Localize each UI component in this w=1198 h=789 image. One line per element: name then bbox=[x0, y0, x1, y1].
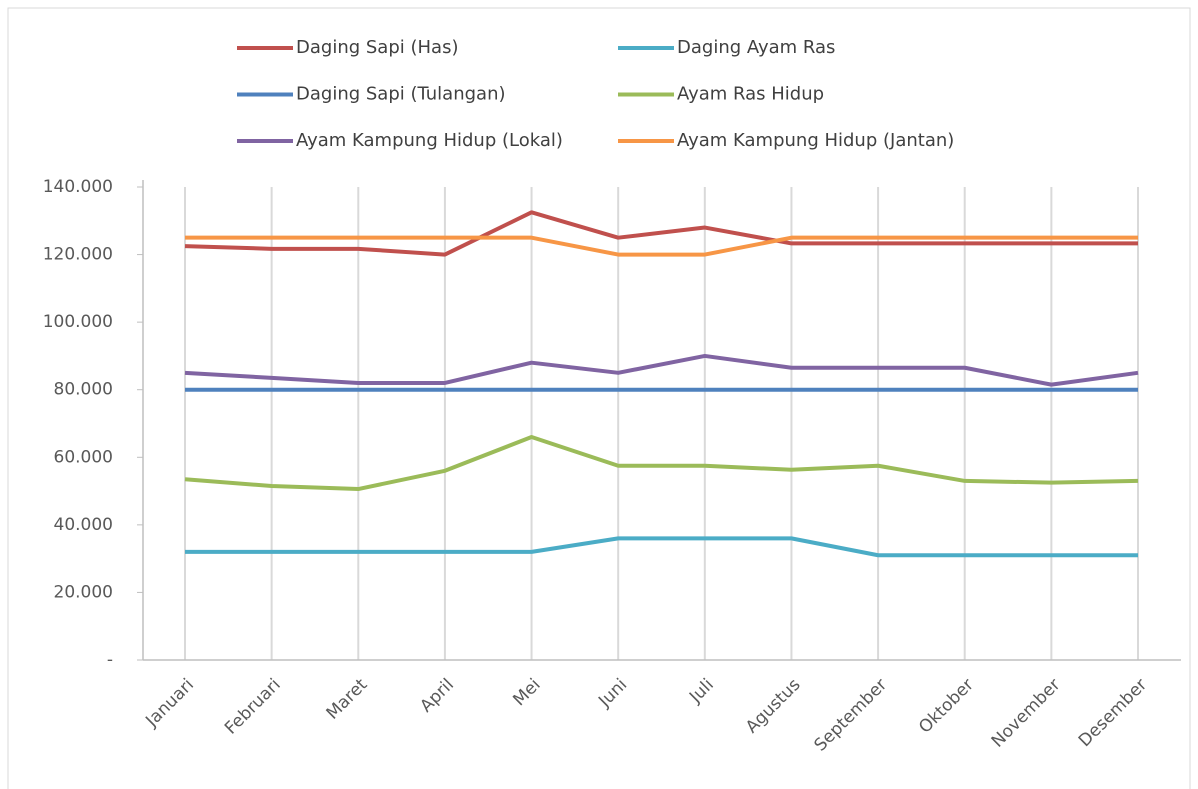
x-tick-label: April bbox=[416, 675, 458, 717]
y-tick-label: 140.000 bbox=[43, 177, 113, 197]
x-tick-label: September bbox=[811, 675, 892, 756]
series-line bbox=[184, 435, 1139, 492]
series-line bbox=[185, 536, 1138, 558]
legend-label: Ayam Ras Hidup bbox=[677, 84, 824, 105]
x-tick-label: Mei bbox=[509, 675, 544, 710]
legend-label: Ayam Kampung Hidup (Jantan) bbox=[677, 130, 954, 151]
x-tick-label: Februari bbox=[221, 675, 285, 739]
legend-label: Daging Sapi (Has) bbox=[296, 37, 458, 58]
y-tick-label: 80.000 bbox=[54, 380, 113, 400]
y-tick-label: 60.000 bbox=[54, 447, 113, 467]
series-line bbox=[184, 353, 1139, 387]
chart-border bbox=[7, 7, 1191, 789]
y-tick-label: 40.000 bbox=[54, 515, 113, 535]
y-tick-label: 20.000 bbox=[54, 582, 113, 602]
x-tick-label: Juni bbox=[594, 675, 631, 712]
legend-label: Daging Ayam Ras bbox=[677, 37, 835, 58]
legend-label: Ayam Kampung Hidup (Lokal) bbox=[296, 130, 563, 151]
y-tick-label: 120.000 bbox=[43, 245, 113, 265]
y-tick-label: 100.000 bbox=[43, 312, 113, 332]
x-tick-label: Oktober bbox=[915, 675, 978, 738]
series-line bbox=[184, 210, 1138, 257]
x-tick-label: Juli bbox=[685, 675, 718, 708]
x-tick-label: November bbox=[988, 675, 1065, 752]
series-line bbox=[185, 235, 1138, 257]
x-tick-label: Agustus bbox=[742, 675, 805, 738]
y-tick-label: - bbox=[107, 650, 113, 670]
x-tick-label: Januari bbox=[141, 675, 198, 732]
x-tick-label: Desember bbox=[1075, 675, 1151, 751]
x-tick-label: Maret bbox=[323, 675, 372, 724]
legend-label: Daging Sapi (Tulangan) bbox=[296, 84, 506, 105]
